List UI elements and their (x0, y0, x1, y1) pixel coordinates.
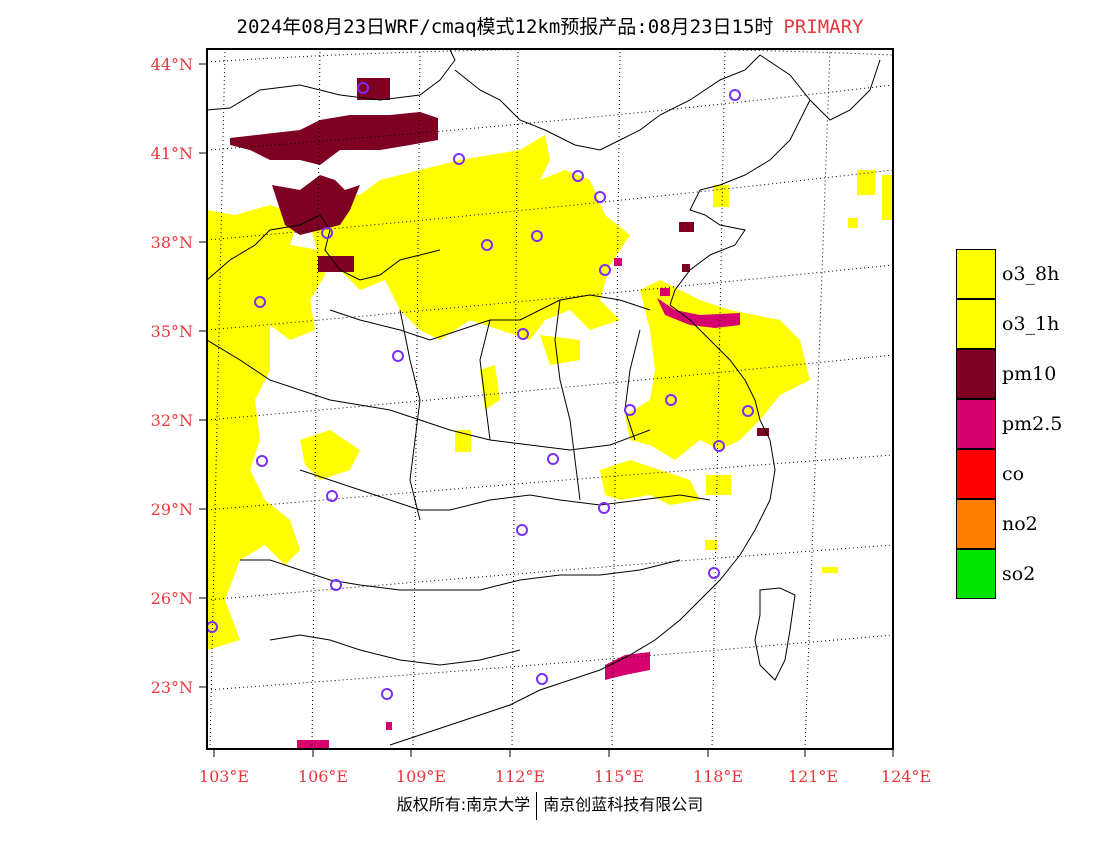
lat-label-41: 41°N (151, 144, 193, 163)
station-marker (256, 455, 268, 467)
legend-label-so2: so2 (1002, 563, 1036, 585)
station-marker (665, 394, 677, 406)
station-marker (536, 673, 548, 685)
station-marker (708, 567, 720, 579)
legend-swatch-o3-1h (956, 299, 996, 349)
pm10-field (230, 78, 769, 436)
lon-label-112: 112°E (495, 767, 545, 786)
legend-label-o3-1h: o3_1h (1002, 313, 1060, 335)
boundary-lines (207, 49, 881, 746)
station-marker (599, 264, 611, 276)
o3-field (207, 135, 893, 650)
station-marker (326, 490, 338, 502)
lon-label-115: 115°E (594, 767, 644, 786)
lon-label-124: 124°E (881, 767, 931, 786)
legend-swatch-pm10 (956, 349, 996, 399)
lon-label-109: 109°E (396, 767, 446, 786)
station-marker (729, 89, 741, 101)
copyright-right: 南京创蓝科技有限公司 (543, 795, 704, 814)
station-marker (330, 579, 342, 591)
station-marker (516, 524, 528, 536)
station-marker (624, 404, 636, 416)
station-marker (531, 230, 543, 242)
lat-label-35: 35°N (151, 322, 193, 341)
station-marker (547, 453, 559, 465)
legend-swatch-so2 (956, 549, 996, 599)
legend-label-o3-8h: o3_8h (1002, 263, 1060, 285)
copyright-left: 版权所有:南京大学 (396, 795, 531, 814)
legend-label-pm25: pm2.5 (1002, 413, 1063, 435)
lat-label-29: 29°N (151, 500, 193, 519)
legend-swatch-co (956, 449, 996, 499)
lon-label-103: 103°E (199, 767, 249, 786)
copyright-footer: 版权所有:南京大学 南京创蓝科技有限公司 (0, 791, 1100, 820)
legend-label-no2: no2 (1002, 513, 1038, 535)
legend-swatch-pm25 (956, 399, 996, 449)
station-markers (207, 82, 754, 700)
station-marker (453, 153, 465, 165)
station-marker (713, 440, 725, 452)
station-marker (598, 502, 610, 514)
pm25-field (297, 258, 740, 749)
primary-tag: PRIMARY (783, 16, 864, 38)
lon-label-106: 106°E (298, 767, 348, 786)
station-marker (381, 688, 393, 700)
station-marker (594, 191, 606, 203)
lat-label-26: 26°N (151, 589, 193, 608)
station-marker (254, 296, 266, 308)
axis-ticks (199, 63, 894, 757)
lon-label-118: 118°E (693, 767, 743, 786)
map-frame (206, 48, 894, 750)
legend-label-co: co (1002, 463, 1025, 485)
legend-swatch-no2 (956, 499, 996, 549)
title-text: 2024年08月23日WRF/cmaq模式12km预报产品:08月23日15时 (236, 16, 774, 38)
station-marker (572, 170, 584, 182)
station-marker (481, 239, 493, 251)
lon-label-121: 121°E (788, 767, 838, 786)
lat-label-32: 32°N (151, 411, 193, 430)
station-marker (517, 328, 529, 340)
station-marker (207, 621, 218, 633)
legend-label-pm10: pm10 (1002, 363, 1057, 385)
lat-label-23: 23°N (151, 678, 193, 697)
lat-label-38: 38°N (151, 233, 193, 252)
legend-swatch-o3-8h (956, 249, 996, 299)
station-marker (742, 405, 754, 417)
station-marker (357, 82, 369, 94)
station-marker (392, 350, 404, 362)
map-title: 2024年08月23日WRF/cmaq模式12km预报产品:08月23日15时 P… (0, 12, 1100, 39)
lat-label-44: 44°N (151, 55, 193, 74)
station-marker (321, 227, 333, 239)
footer-separator (536, 791, 538, 820)
